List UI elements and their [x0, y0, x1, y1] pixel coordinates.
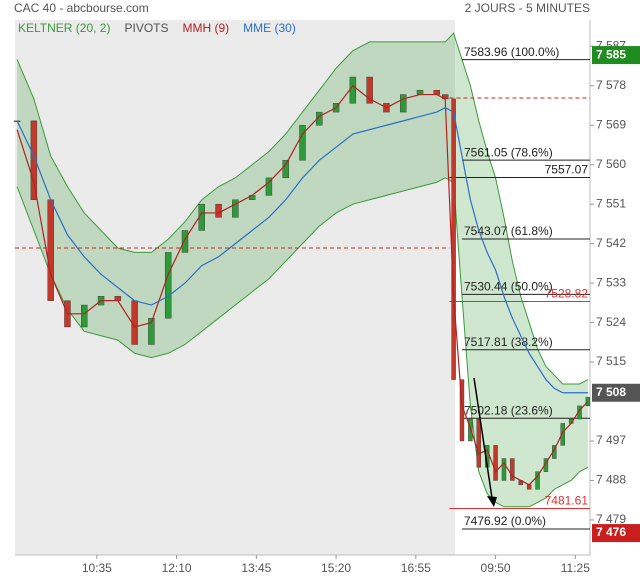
candle	[510, 458, 515, 481]
level-label: 7481.61	[545, 494, 589, 508]
candle	[535, 471, 540, 490]
candle	[585, 396, 591, 407]
level-label: 7528.82	[545, 287, 589, 301]
legend-entry: MME (30)	[243, 21, 296, 35]
keltner-band	[17, 33, 588, 507]
level-label: 7557.07	[545, 163, 589, 177]
fib-label: 7502.18 (23.6%)	[464, 403, 553, 417]
fib-label: 7476.92 (0.0%)	[464, 514, 546, 528]
chart-title: CAC 40 - abcbourse.com	[14, 1, 149, 15]
y-tick-label: 7 578	[596, 78, 626, 92]
x-tick-label: 10:35	[82, 561, 112, 575]
fib-label: 7517.81 (38.2%)	[464, 335, 553, 349]
price-badge	[592, 524, 640, 543]
moving-average	[16, 107, 588, 394]
candle	[215, 203, 222, 218]
candle	[114, 296, 122, 301]
candle	[299, 125, 306, 161]
price-badge-label: 7 585	[596, 47, 626, 61]
moving-average	[16, 84, 589, 486]
fib-label: 7543.07 (61.8%)	[464, 224, 553, 238]
arrow-head	[487, 496, 497, 507]
y-tick-label: 7 515	[596, 354, 626, 368]
x-tick-label: 13:45	[241, 561, 271, 575]
price-badge-label: 7 476	[596, 525, 626, 539]
price-badge	[592, 46, 640, 65]
candle	[560, 423, 565, 446]
y-tick-label: 7 542	[596, 236, 626, 250]
arrow	[473, 377, 493, 499]
fib-label: 7583.96 (100.0%)	[464, 45, 559, 59]
candle	[366, 76, 373, 104]
y-tick-label: 7 497	[596, 433, 626, 447]
candle	[47, 199, 54, 301]
candle	[433, 89, 441, 95]
candle	[81, 304, 88, 328]
candle	[468, 418, 473, 442]
y-tick-label: 7 560	[596, 157, 626, 171]
keltner-upper	[16, 32, 589, 385]
candle	[282, 160, 289, 179]
x-tick-label: 16:55	[401, 561, 431, 575]
y-tick-label: 7 569	[596, 117, 626, 131]
candle	[349, 76, 357, 104]
candle	[400, 94, 407, 113]
candle	[148, 317, 155, 345]
candle	[416, 89, 424, 95]
fib-label: 7561.05 (78.6%)	[464, 145, 553, 159]
candle	[451, 98, 456, 380]
candle	[232, 199, 239, 218]
x-tick-label: 15:20	[321, 561, 351, 575]
candle	[164, 252, 172, 319]
x-tick-label: 12:10	[162, 561, 192, 575]
y-tick-label: 7 551	[596, 196, 626, 210]
session-background	[15, 20, 455, 555]
candle	[476, 418, 481, 468]
y-tick-label: 7 524	[596, 315, 626, 329]
chart-subtitle: 2 JOURS - 5 MINUTES	[465, 1, 590, 15]
legend-entry: KELTNER (20, 2)	[18, 21, 110, 35]
candle	[501, 458, 507, 481]
y-tick-label: 7 479	[596, 512, 626, 526]
x-tick-label: 11:25	[561, 561, 590, 575]
keltner-lower	[16, 177, 589, 508]
candle	[493, 445, 498, 481]
price-badge	[592, 383, 640, 402]
legend-entry: MMH (9)	[183, 21, 230, 35]
candle	[30, 120, 38, 200]
candle	[265, 177, 273, 196]
price-badge-label: 7 508	[596, 385, 626, 399]
candle	[316, 111, 323, 126]
legend-entry: PIVOTS	[124, 21, 168, 35]
x-tick-label: 09:50	[481, 561, 511, 575]
y-tick-label: 7 533	[596, 275, 626, 289]
candle	[181, 230, 189, 253]
y-tick-label: 7 488	[596, 473, 626, 487]
fib-label: 7530.44 (50.0%)	[464, 280, 553, 294]
